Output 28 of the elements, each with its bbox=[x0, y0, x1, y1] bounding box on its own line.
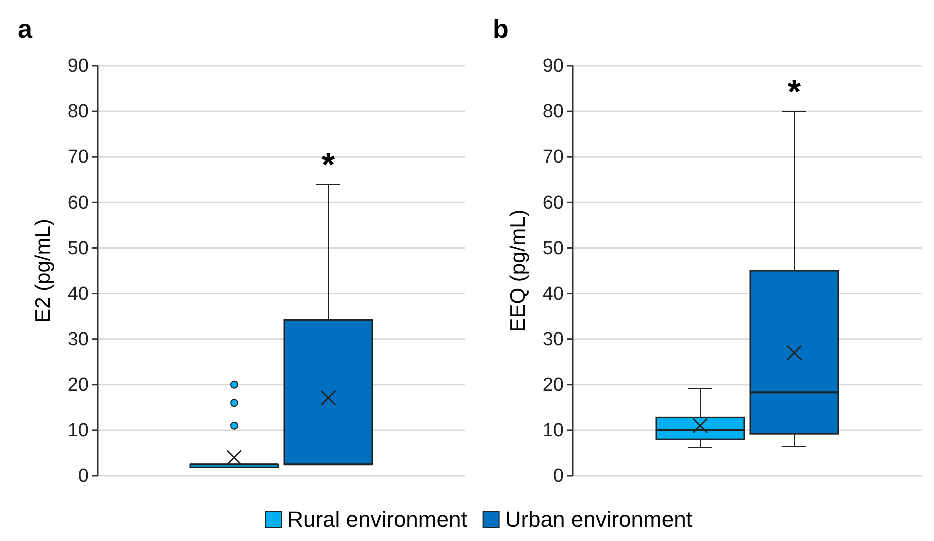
y-tick-label: 40 bbox=[542, 284, 564, 305]
y-tick-label: 80 bbox=[68, 102, 89, 123]
chart-title: a bbox=[18, 14, 33, 44]
annotation: * bbox=[788, 74, 802, 112]
y-tick-label: 70 bbox=[68, 147, 89, 168]
y-tick-label: 10 bbox=[542, 420, 564, 442]
y-tick-label: 90 bbox=[542, 56, 564, 78]
y-tick-label: 50 bbox=[68, 238, 89, 260]
y-tick-label: 70 bbox=[542, 147, 564, 168]
legend-label: Rural environment bbox=[288, 507, 468, 532]
y-axis-title: EEQ (pg/mL) bbox=[507, 210, 530, 332]
y-tick-label: 20 bbox=[68, 374, 89, 396]
y-tick-label: 20 bbox=[542, 374, 564, 396]
y-tick-label: 40 bbox=[68, 284, 89, 305]
y-axis-title: E2 (pg/mL) bbox=[32, 219, 55, 323]
y-tick-label: 10 bbox=[68, 420, 89, 442]
y-tick-label: 90 bbox=[68, 56, 89, 78]
legend-label: Urban environment bbox=[505, 507, 692, 532]
y-tick-label: 0 bbox=[553, 466, 564, 488]
y-tick-label: 50 bbox=[542, 238, 564, 260]
annotation: * bbox=[322, 146, 336, 184]
y-tick-label: 30 bbox=[542, 329, 564, 350]
y-tick-label: 30 bbox=[68, 329, 89, 350]
y-tick-label: 0 bbox=[78, 466, 89, 488]
y-tick-label: 60 bbox=[68, 192, 89, 214]
chart-title: b bbox=[493, 14, 509, 44]
y-tick-label: 60 bbox=[542, 192, 564, 214]
y-tick-label: 80 bbox=[542, 102, 564, 123]
